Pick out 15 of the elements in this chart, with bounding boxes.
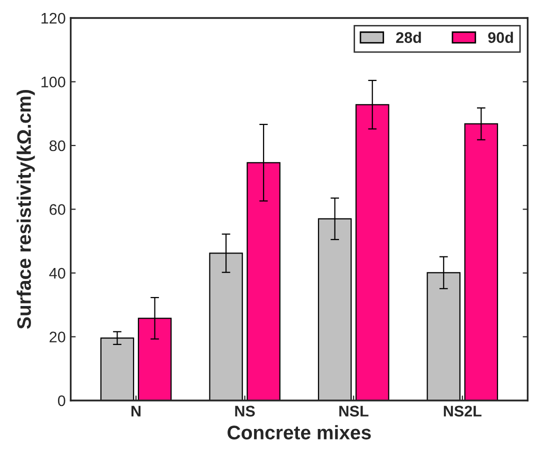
x-tick-label: NSL xyxy=(339,406,368,417)
y-tick-label: 60 xyxy=(50,204,66,215)
y-tick-label: 40 xyxy=(49,268,66,279)
x-tick-label: N xyxy=(132,406,140,416)
y-axis-title: Surface resistivity(kΩ.cm) xyxy=(16,90,35,329)
y-tick-label: 80 xyxy=(50,140,66,152)
y-tick-label: 20 xyxy=(50,332,66,342)
y-tick-label: 0 xyxy=(58,395,66,406)
x-axis-title: Concrete mixes xyxy=(228,425,371,440)
legend-label: 90d xyxy=(488,32,513,43)
legend-label: 28d xyxy=(396,32,421,43)
y-tick-label: 100 xyxy=(42,76,66,88)
x-tick-label: NS2L xyxy=(444,406,482,417)
x-tick-label: NS xyxy=(235,406,255,417)
y-tick-label: 120 xyxy=(42,12,66,24)
